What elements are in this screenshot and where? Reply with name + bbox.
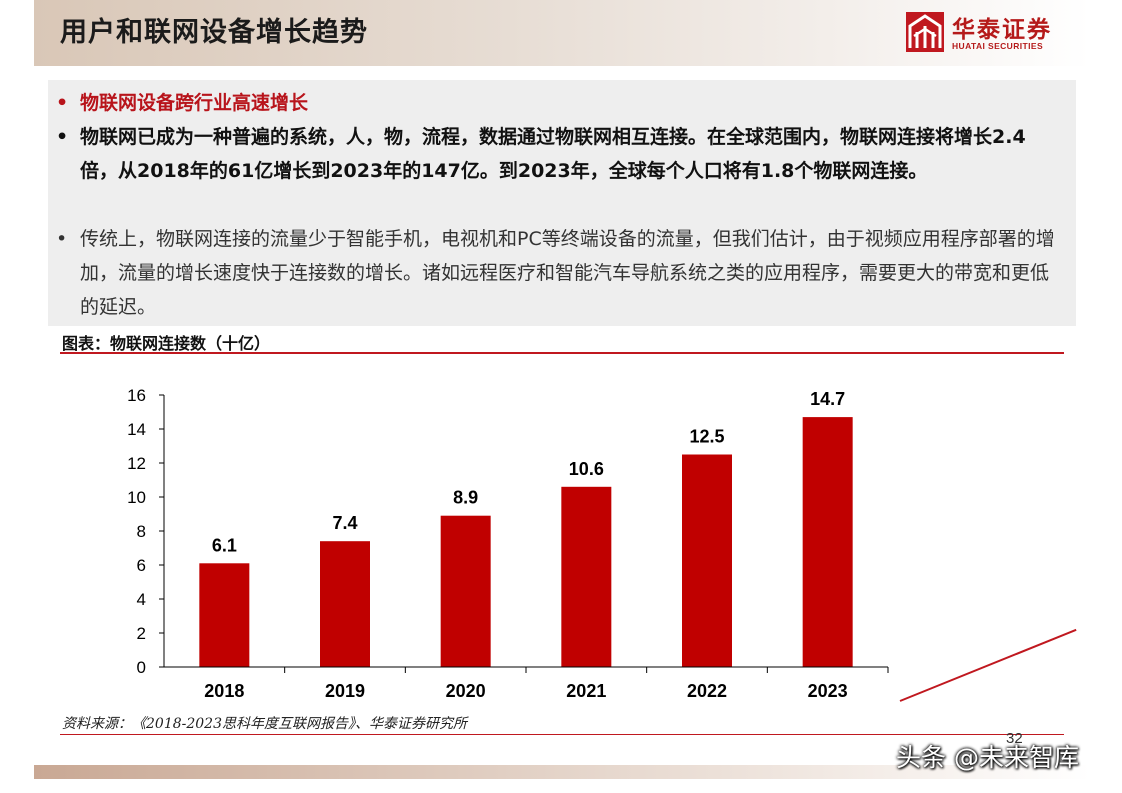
- bar-2020: [440, 515, 491, 667]
- source-note: 资料来源：《2018-2023思科年度互联网报告》、华泰证券研究所: [62, 716, 467, 732]
- bottom-band: [34, 765, 1090, 779]
- y-tick-label: 8: [137, 522, 146, 541]
- bar-2019: [320, 541, 370, 667]
- caption-divider: [60, 352, 1064, 354]
- bullet-dot-icon: •: [56, 126, 69, 148]
- bullet-dot-icon: •: [56, 92, 69, 114]
- x-tick-label-2021: 2021: [566, 681, 606, 701]
- bullet-iot-growth: • 物联网已成为一种普遍的系统，人，物，流程，数据通过物联网相互连接。在全球范围…: [56, 120, 1060, 188]
- y-tick-label: 0: [137, 658, 146, 677]
- y-tick-label: 16: [127, 386, 146, 405]
- y-tick-label: 2: [137, 624, 146, 643]
- bullet-panel: [48, 80, 1076, 326]
- huatai-logo-icon: [906, 12, 944, 52]
- bar-2018: [199, 563, 250, 667]
- data-label-2021: 10.6: [569, 459, 604, 479]
- data-label-2022: 12.5: [689, 427, 724, 447]
- y-tick-label: 4: [137, 590, 146, 609]
- data-label-2020: 8.9: [453, 488, 478, 508]
- bullet-text: 物联网设备跨行业高速增长: [80, 92, 309, 114]
- bar-2023: [802, 417, 853, 667]
- bar-2022: [682, 454, 732, 667]
- data-label-2019: 7.4: [332, 513, 357, 533]
- bullet-text: 传统上，物联网连接的流量少于智能手机，电视机和PC等终端设备的流量，但我们估计，…: [80, 228, 1055, 318]
- source-divider: [60, 734, 1064, 735]
- y-tick-label: 14: [127, 420, 146, 439]
- data-label-2018: 6.1: [212, 535, 237, 555]
- y-tick-label: 10: [127, 488, 146, 507]
- x-tick-label-2022: 2022: [687, 681, 727, 701]
- bullet-text: 物联网已成为一种普遍的系统，人，物，流程，数据通过物联网相互连接。在全球范围内，…: [80, 126, 1026, 182]
- x-tick-label-2019: 2019: [325, 681, 365, 701]
- x-tick-label-2020: 2020: [446, 681, 486, 701]
- y-tick-label: 12: [127, 454, 146, 473]
- bar-chart: 0 2 4 6 8 10 12 14 16 6.1 7.4 8.9 10.6 12.5 14.7 2018…: [127, 386, 889, 701]
- page-number: 32: [1006, 730, 1023, 747]
- figure-caption: 图表：物联网连接数（十亿）: [62, 334, 271, 353]
- data-label-2023: 14.7: [810, 389, 845, 409]
- x-tick-label-2018: 2018: [204, 681, 244, 701]
- bullet-traffic: • 传统上，物联网连接的流量少于智能手机，电视机和PC等终端设备的流量，但我们估…: [56, 222, 1060, 324]
- bar-2021: [561, 486, 612, 667]
- decorative-line: [899, 628, 1077, 702]
- y-tick-label: 6: [137, 556, 146, 575]
- logo-english-text: HUATAI SECURITIES: [952, 41, 1044, 51]
- company-logo: 华泰证券 HUATAI SECURITIES: [906, 12, 1076, 56]
- x-tick-label-2023: 2023: [808, 681, 848, 701]
- logo-chinese-text: 华泰证券: [952, 17, 1052, 43]
- bullet-headline: • 物联网设备跨行业高速增长: [56, 86, 1060, 120]
- page-title: 用户和联网设备增长趋势: [60, 17, 368, 48]
- bullet-dot-icon: •: [56, 228, 68, 250]
- watermark: 头条 @未来智库: [896, 743, 1079, 772]
